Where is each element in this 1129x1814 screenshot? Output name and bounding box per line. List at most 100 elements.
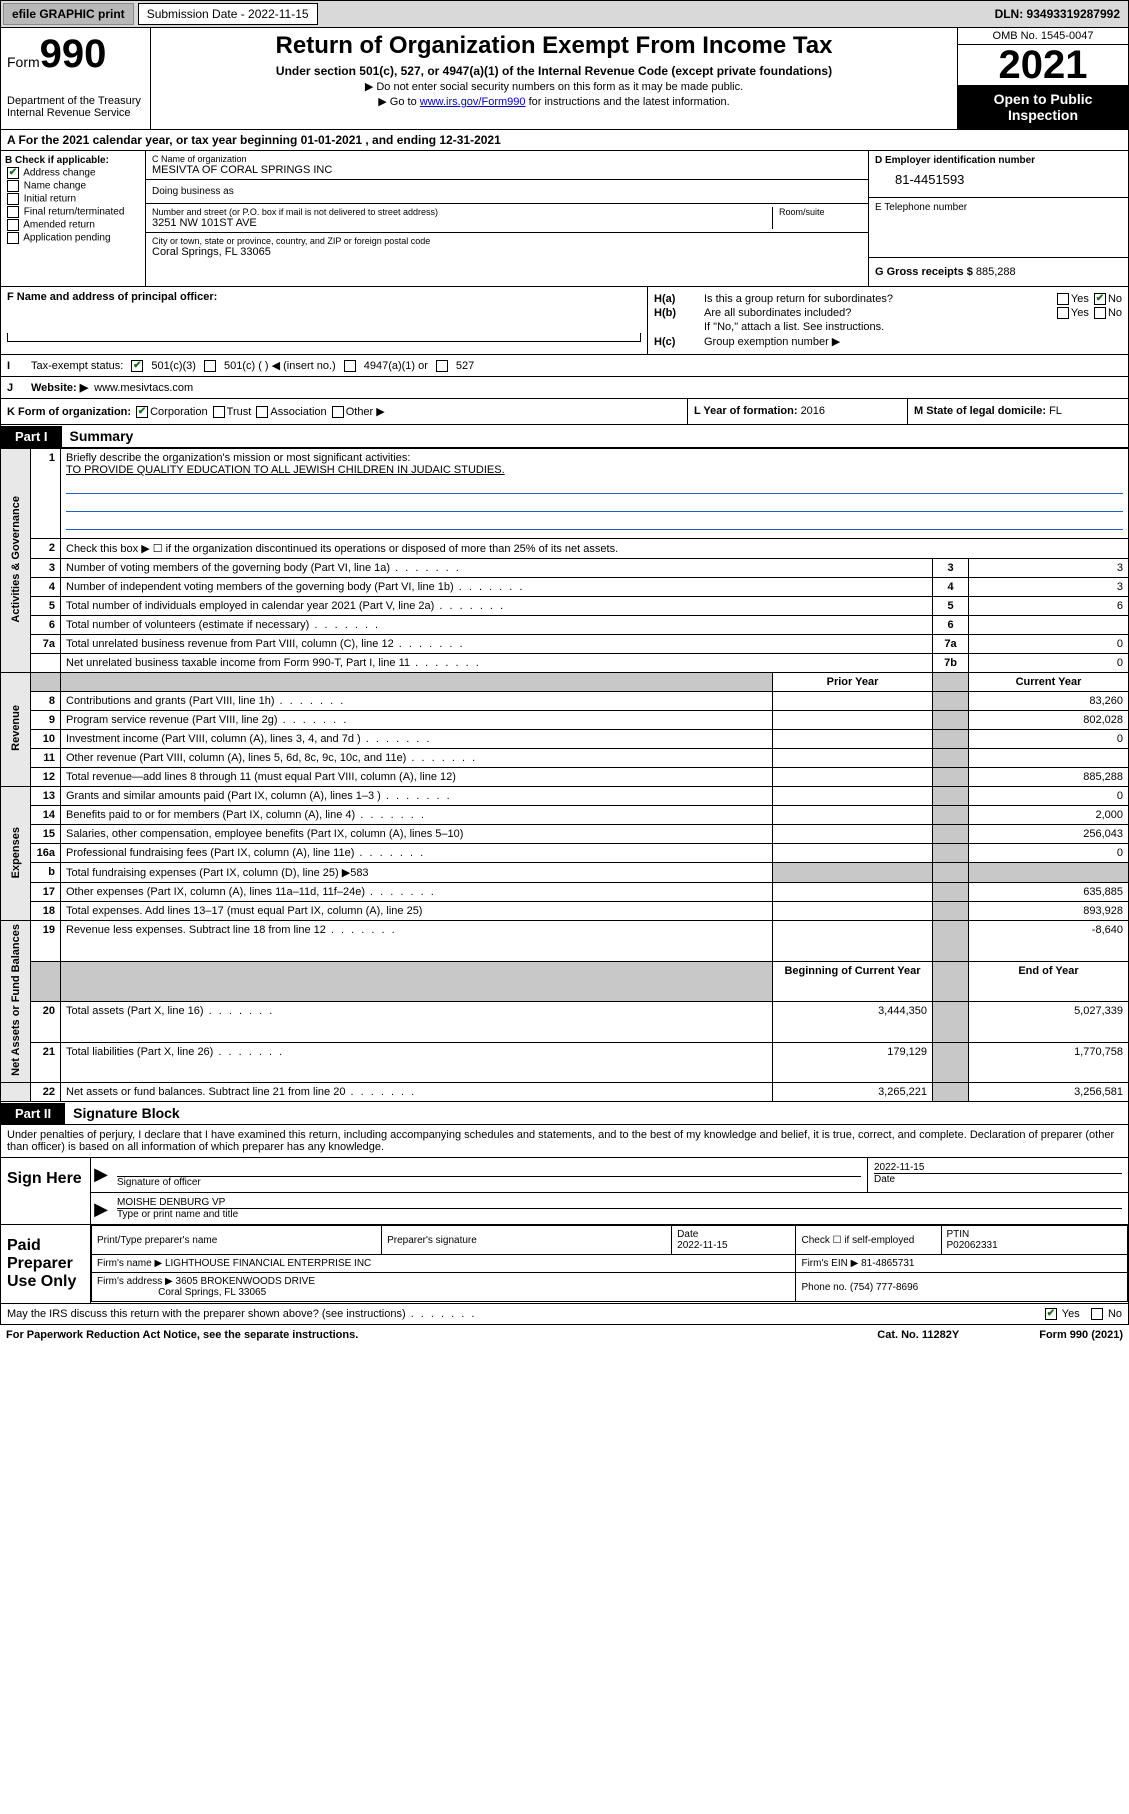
chk-4947[interactable] xyxy=(344,360,356,372)
val-21e: 1,770,758 xyxy=(969,1042,1129,1082)
val-20e: 5,027,339 xyxy=(969,1002,1129,1042)
chk-corp[interactable] xyxy=(136,406,148,418)
chk-527[interactable] xyxy=(436,360,448,372)
firm-addr2: Coral Springs, FL 33065 xyxy=(158,1287,266,1298)
form-title: Return of Organization Exempt From Incom… xyxy=(157,32,951,60)
val-14: 2,000 xyxy=(969,806,1129,825)
hb-no[interactable] xyxy=(1094,307,1106,319)
prep-date: 2022-11-15 xyxy=(677,1240,727,1251)
firm-name: LIGHTHOUSE FINANCIAL ENTERPRISE INC xyxy=(165,1258,371,1269)
ein-value: 81-4451593 xyxy=(875,166,1122,193)
val-11 xyxy=(969,749,1129,768)
gross-receipts: 885,288 xyxy=(976,266,1016,278)
ha-no[interactable] xyxy=(1094,293,1106,305)
org-name: MESIVTA OF CORAL SPRINGS INC xyxy=(152,164,862,176)
form-subtitle: Under section 501(c), 527, or 4947(a)(1)… xyxy=(157,64,951,78)
top-bar: efile GRAPHIC print Submission Date - 20… xyxy=(0,0,1129,28)
paid-preparer-block: Paid Preparer Use Only Print/Type prepar… xyxy=(0,1225,1129,1304)
val-18: 893,928 xyxy=(969,902,1129,921)
val-20b: 3,444,350 xyxy=(773,1002,933,1042)
footer-note: For Paperwork Reduction Act Notice, see … xyxy=(0,1325,1129,1345)
row-i-tax-status: I Tax-exempt status: 501(c)(3) 501(c) ( … xyxy=(0,355,1129,377)
val-6 xyxy=(969,616,1129,635)
irs-label: Internal Revenue Service xyxy=(7,107,144,119)
mission-text: TO PROVIDE QUALITY EDUCATION TO ALL JEWI… xyxy=(66,464,505,476)
hb-yes[interactable] xyxy=(1057,307,1069,319)
chk-address-change[interactable] xyxy=(7,167,19,179)
val-7b: 0 xyxy=(969,654,1129,673)
form-header: Form990 Department of the Treasury Inter… xyxy=(0,28,1129,130)
state-domicile: FL xyxy=(1049,405,1062,417)
discuss-row: May the IRS discuss this return with the… xyxy=(0,1304,1129,1325)
year-formation: 2016 xyxy=(801,405,825,417)
part-ii-header: Part II Signature Block xyxy=(0,1102,1129,1125)
val-8: 83,260 xyxy=(969,692,1129,711)
chk-other[interactable] xyxy=(332,406,344,418)
col-de: D Employer identification number 81-4451… xyxy=(868,151,1128,286)
val-5: 6 xyxy=(969,597,1129,616)
side-exp: Expenses xyxy=(10,827,22,878)
ssn-note: ▶ Do not enter social security numbers o… xyxy=(157,80,951,93)
val-10: 0 xyxy=(969,730,1129,749)
chk-assoc[interactable] xyxy=(256,406,268,418)
side-ag: Activities & Governance xyxy=(10,496,22,623)
irs-link[interactable]: www.irs.gov/Form990 xyxy=(420,96,526,108)
chk-trust[interactable] xyxy=(213,406,225,418)
col-b-checkboxes: B Check if applicable: Address change Na… xyxy=(1,151,146,286)
fh-block: F Name and address of principal officer:… xyxy=(0,287,1129,355)
col-c-name-address: C Name of organization MESIVTA OF CORAL … xyxy=(146,151,868,286)
val-9: 802,028 xyxy=(969,711,1129,730)
firm-addr1: 3605 BROKENWOODS DRIVE xyxy=(176,1276,315,1287)
officer-name: MOISHE DENBURG VP xyxy=(117,1197,1122,1208)
form-number: 990 xyxy=(40,32,107,76)
val-4: 3 xyxy=(969,578,1129,597)
efile-print-button[interactable]: efile GRAPHIC print xyxy=(3,3,134,25)
row-a-taxyear: A For the 2021 calendar year, or tax yea… xyxy=(0,130,1129,151)
side-na: Net Assets or Fund Balances xyxy=(10,924,22,1076)
sign-date: 2022-11-15 xyxy=(874,1162,1122,1173)
klm-row: K Form of organization: Corporation Trus… xyxy=(0,399,1129,425)
val-22b: 3,265,221 xyxy=(773,1083,933,1102)
discuss-yes[interactable] xyxy=(1045,1308,1057,1320)
website-value: www.mesivtacs.com xyxy=(94,382,193,394)
open-public: Open to Public Inspection xyxy=(958,85,1128,129)
org-info-block: B Check if applicable: Address change Na… xyxy=(0,151,1129,287)
goto-note: ▶ Go to www.irs.gov/Form990 for instruct… xyxy=(157,95,951,108)
side-rev: Revenue xyxy=(10,705,22,751)
val-3: 3 xyxy=(969,559,1129,578)
firm-ein: 81-4865731 xyxy=(861,1258,914,1269)
chk-initial-return[interactable] xyxy=(7,193,19,205)
val-19: -8,640 xyxy=(969,921,1129,961)
sign-here-block: Sign Here ▶ Signature of officer 2022-11… xyxy=(0,1158,1129,1225)
val-7a: 0 xyxy=(969,635,1129,654)
row-j-website: J Website: ▶ www.mesivtacs.com xyxy=(0,377,1129,399)
ptin: P02062331 xyxy=(947,1240,998,1251)
perjury-statement: Under penalties of perjury, I declare th… xyxy=(0,1125,1129,1158)
firm-phone: (754) 777-8696 xyxy=(850,1282,918,1293)
val-17: 635,885 xyxy=(969,883,1129,902)
val-12: 885,288 xyxy=(969,768,1129,787)
form-label: Form xyxy=(7,54,40,70)
val-22e: 3,256,581 xyxy=(969,1083,1129,1102)
dept-treasury: Department of the Treasury xyxy=(7,95,144,107)
val-13: 0 xyxy=(969,787,1129,806)
tax-year: 2021 xyxy=(958,45,1128,85)
chk-final-return[interactable] xyxy=(7,206,19,218)
cat-no: Cat. No. 11282Y xyxy=(877,1329,959,1341)
summary-table: Activities & Governance 1 Briefly descri… xyxy=(0,448,1129,1102)
val-15: 256,043 xyxy=(969,825,1129,844)
chk-name-change[interactable] xyxy=(7,180,19,192)
submission-date: Submission Date - 2022-11-15 xyxy=(138,3,318,25)
chk-amended[interactable] xyxy=(7,219,19,231)
org-street: 3251 NW 101ST AVE xyxy=(152,217,772,229)
val-21b: 179,129 xyxy=(773,1042,933,1082)
part-i-header: Part I Summary xyxy=(0,425,1129,448)
chk-app-pending[interactable] xyxy=(7,232,19,244)
chk-501c[interactable] xyxy=(204,360,216,372)
ha-yes[interactable] xyxy=(1057,293,1069,305)
chk-501c3[interactable] xyxy=(131,360,143,372)
val-16a: 0 xyxy=(969,844,1129,863)
dln: DLN: 93493319287992 xyxy=(987,4,1128,24)
discuss-no[interactable] xyxy=(1091,1308,1103,1320)
org-city: Coral Springs, FL 33065 xyxy=(152,246,862,258)
